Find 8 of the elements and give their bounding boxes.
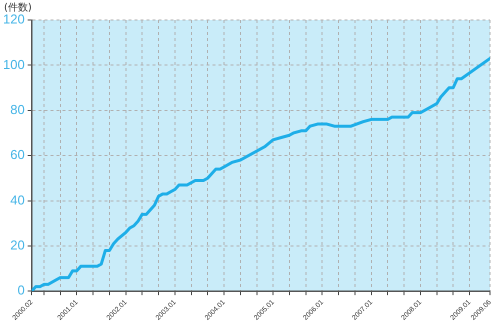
y-axis-title: (件数): [4, 2, 32, 14]
y-tick-label: 60: [10, 147, 25, 162]
y-tick-label: 40: [10, 192, 25, 208]
y-tick-label: 120: [2, 12, 25, 27]
y-tick-label: 20: [10, 238, 25, 253]
y-tick-label: 80: [10, 102, 25, 117]
y-tick-label: 0: [17, 282, 25, 298]
y-tick-label: 100: [2, 56, 25, 72]
